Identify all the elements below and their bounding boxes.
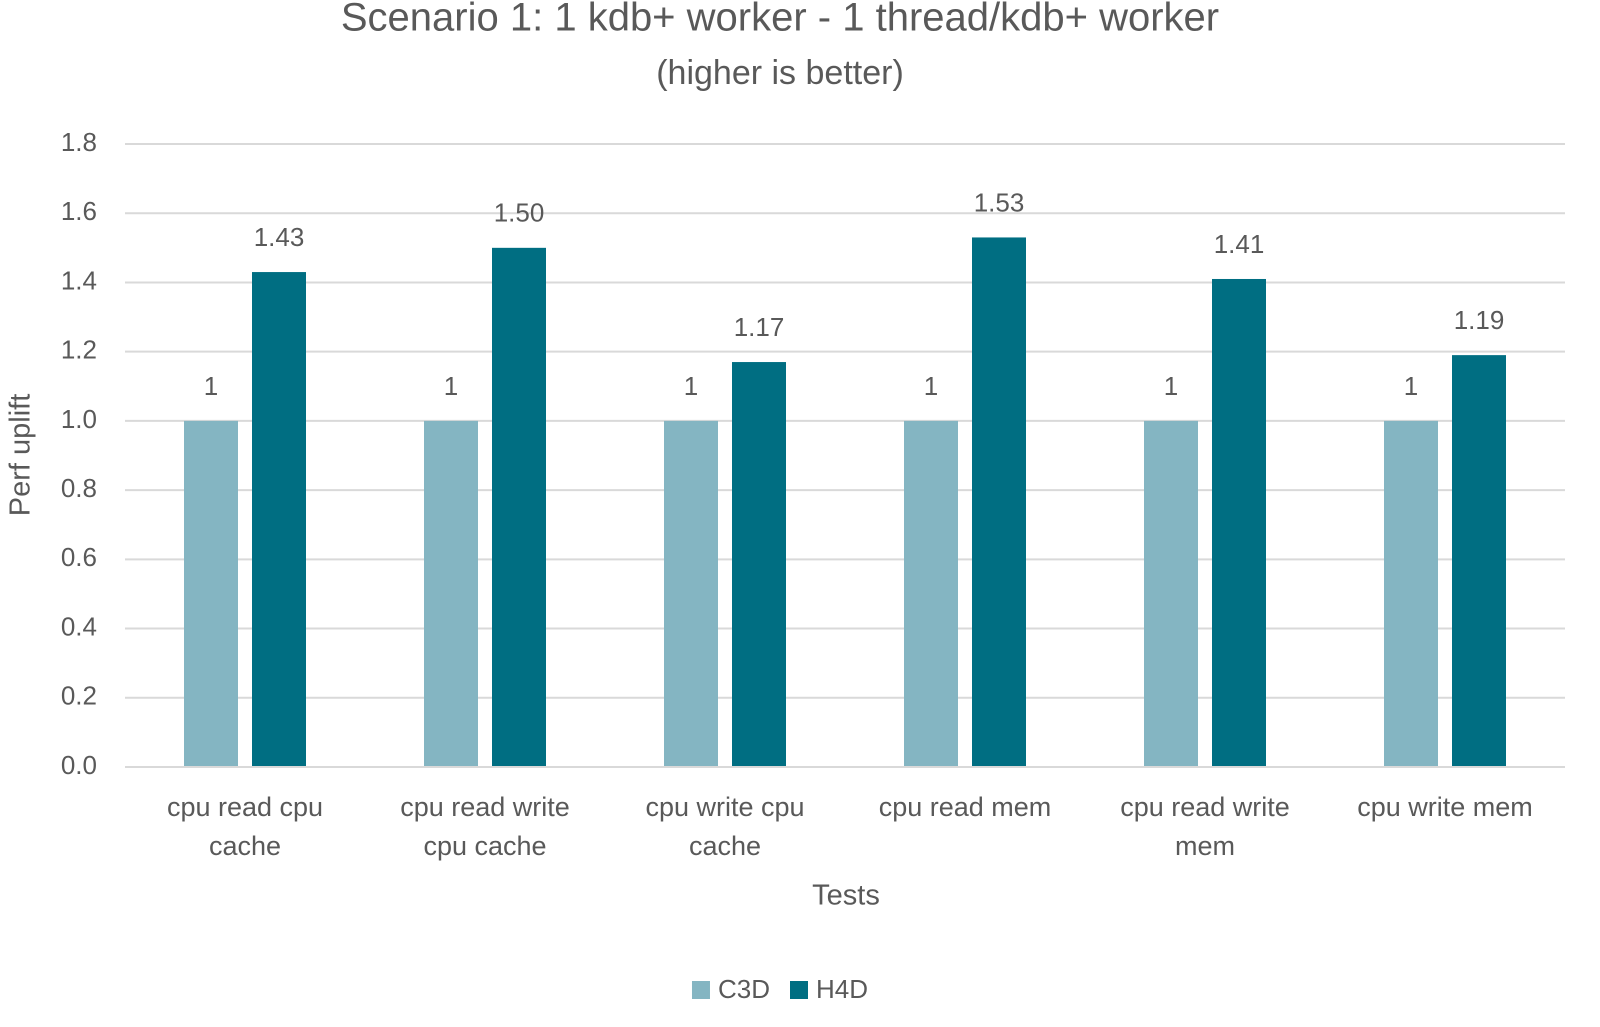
y-tick-label: 1.8 [61, 127, 97, 157]
x-tick-label: cpu read cpu cache [166, 792, 324, 861]
legend-swatch [790, 981, 808, 999]
bar [1144, 420, 1198, 767]
bar [972, 237, 1026, 767]
x-tick-label: cpu read write cpu cache [400, 792, 570, 861]
y-tick-label: 0.8 [61, 473, 97, 503]
x-tick-label: cpu read mem [878, 792, 1052, 822]
bar [732, 362, 786, 767]
data-label: 1 [444, 371, 458, 401]
data-label: 1 [684, 371, 698, 401]
y-tick-label: 0.6 [61, 542, 97, 572]
y-tick-label: 1.4 [61, 265, 97, 295]
bar [1384, 420, 1438, 767]
y-axis-title: Perf uplift [5, 394, 37, 517]
y-tick-label: 1.2 [61, 335, 97, 365]
y-tick-label: 0.2 [61, 681, 97, 711]
data-label: 1 [1164, 371, 1178, 401]
data-label: 1 [204, 371, 218, 401]
y-tick-label: 1.6 [61, 196, 97, 226]
data-label: 1.50 [494, 198, 545, 228]
data-label: 1.53 [974, 187, 1025, 217]
bar [424, 420, 478, 767]
bar [184, 420, 238, 767]
data-label: 1.19 [1454, 305, 1505, 335]
chart-title: Scenario 1: 1 kdb+ worker - 1 thread/kdb… [341, 0, 1219, 40]
data-label: 1 [924, 371, 938, 401]
y-tick-label: 1.0 [61, 404, 97, 434]
x-tick-label: cpu write mem [1357, 792, 1533, 822]
y-tick-label: 0.0 [61, 750, 97, 780]
bar [1452, 355, 1506, 767]
data-label: 1.43 [254, 222, 305, 252]
data-label: 1.41 [1214, 229, 1265, 259]
x-tick-label: cpu write cpu cache [645, 792, 805, 861]
data-label: 1 [1404, 371, 1418, 401]
legend-label: H4D [816, 974, 868, 1004]
bar [904, 420, 958, 767]
legend-swatch [691, 981, 710, 999]
legend-label: C3D [718, 974, 770, 1004]
x-tick-label: cpu read write mem [1120, 792, 1290, 861]
bar [492, 247, 546, 768]
bar [664, 420, 718, 767]
bar [252, 272, 306, 767]
data-label: 1.17 [734, 312, 785, 342]
chart-subtitle: (higher is better) [656, 54, 904, 92]
x-axis-title: Tests [812, 880, 880, 912]
bar [1212, 278, 1266, 767]
y-tick-label: 0.4 [61, 611, 97, 641]
